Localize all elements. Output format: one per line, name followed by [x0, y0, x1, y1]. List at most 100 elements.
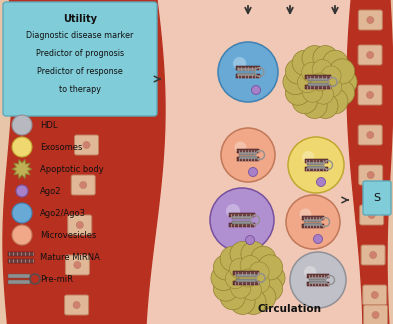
- Circle shape: [16, 185, 28, 197]
- FancyBboxPatch shape: [360, 205, 384, 225]
- Bar: [233, 281, 259, 285]
- Circle shape: [82, 21, 89, 29]
- Circle shape: [210, 188, 274, 252]
- Circle shape: [85, 101, 92, 109]
- FancyBboxPatch shape: [364, 305, 387, 324]
- Circle shape: [368, 212, 375, 218]
- Bar: [236, 74, 260, 78]
- Polygon shape: [0, 0, 13, 324]
- Circle shape: [260, 265, 285, 291]
- Circle shape: [240, 256, 260, 276]
- Text: Ago2: Ago2: [40, 187, 61, 195]
- Circle shape: [302, 151, 314, 163]
- Bar: [8, 280, 30, 284]
- Bar: [237, 149, 259, 153]
- Circle shape: [367, 132, 374, 138]
- Bar: [307, 161, 323, 165]
- Circle shape: [301, 63, 322, 83]
- Bar: [237, 68, 255, 71]
- Bar: [239, 156, 255, 158]
- Text: Utility: Utility: [63, 14, 97, 24]
- Circle shape: [290, 252, 346, 308]
- Bar: [8, 259, 34, 262]
- Text: Circulation: Circulation: [258, 304, 322, 314]
- Circle shape: [286, 195, 340, 249]
- Text: Ago2/Ago3: Ago2/Ago3: [40, 209, 86, 217]
- Circle shape: [241, 241, 266, 267]
- Circle shape: [321, 66, 341, 86]
- Circle shape: [249, 262, 269, 282]
- Circle shape: [230, 241, 255, 267]
- Circle shape: [313, 46, 338, 71]
- Polygon shape: [387, 0, 393, 324]
- Polygon shape: [12, 159, 32, 179]
- Circle shape: [74, 261, 81, 269]
- Circle shape: [230, 259, 250, 279]
- Bar: [305, 75, 331, 79]
- Circle shape: [213, 255, 239, 280]
- FancyBboxPatch shape: [68, 215, 92, 235]
- Bar: [237, 157, 259, 161]
- Circle shape: [304, 266, 316, 278]
- FancyBboxPatch shape: [358, 125, 382, 145]
- Circle shape: [371, 292, 378, 298]
- Circle shape: [321, 77, 342, 97]
- Circle shape: [250, 273, 270, 293]
- Circle shape: [220, 284, 245, 310]
- Bar: [308, 83, 328, 86]
- Polygon shape: [3, 0, 165, 324]
- Bar: [305, 167, 327, 171]
- Bar: [305, 159, 327, 163]
- Circle shape: [241, 289, 266, 315]
- Bar: [309, 276, 325, 280]
- Circle shape: [73, 302, 80, 308]
- Circle shape: [239, 269, 257, 287]
- Text: Apoptotic body: Apoptotic body: [40, 165, 104, 173]
- FancyBboxPatch shape: [359, 165, 383, 185]
- Circle shape: [251, 246, 276, 272]
- Circle shape: [218, 42, 278, 102]
- Bar: [307, 274, 329, 278]
- Circle shape: [231, 278, 251, 298]
- Bar: [303, 218, 321, 222]
- Circle shape: [323, 88, 348, 114]
- Circle shape: [283, 69, 308, 95]
- Text: Mature MiRNA: Mature MiRNA: [40, 252, 100, 261]
- FancyBboxPatch shape: [73, 15, 98, 35]
- Circle shape: [313, 93, 338, 119]
- Bar: [236, 279, 256, 282]
- Polygon shape: [146, 0, 363, 324]
- Circle shape: [367, 171, 374, 179]
- Circle shape: [221, 128, 275, 182]
- FancyBboxPatch shape: [361, 245, 385, 265]
- Bar: [307, 166, 323, 168]
- Circle shape: [230, 289, 255, 315]
- Circle shape: [226, 204, 240, 218]
- FancyBboxPatch shape: [65, 255, 89, 275]
- Bar: [302, 224, 324, 228]
- Circle shape: [372, 311, 379, 318]
- Bar: [303, 223, 321, 226]
- Circle shape: [213, 276, 239, 301]
- Circle shape: [220, 246, 245, 272]
- Bar: [229, 213, 255, 217]
- Bar: [229, 223, 255, 227]
- Circle shape: [311, 73, 329, 91]
- Circle shape: [323, 50, 348, 75]
- Circle shape: [248, 168, 257, 177]
- Bar: [307, 282, 329, 286]
- FancyBboxPatch shape: [64, 295, 88, 315]
- Circle shape: [302, 46, 327, 71]
- Bar: [308, 78, 328, 81]
- Circle shape: [316, 178, 325, 187]
- Bar: [239, 152, 255, 155]
- Text: Exosomes: Exosomes: [40, 143, 83, 152]
- FancyBboxPatch shape: [358, 10, 382, 30]
- Circle shape: [251, 284, 276, 310]
- Circle shape: [257, 276, 283, 301]
- Circle shape: [76, 222, 83, 228]
- Bar: [8, 251, 34, 256]
- Circle shape: [367, 91, 373, 98]
- Circle shape: [211, 265, 236, 291]
- Bar: [236, 274, 256, 277]
